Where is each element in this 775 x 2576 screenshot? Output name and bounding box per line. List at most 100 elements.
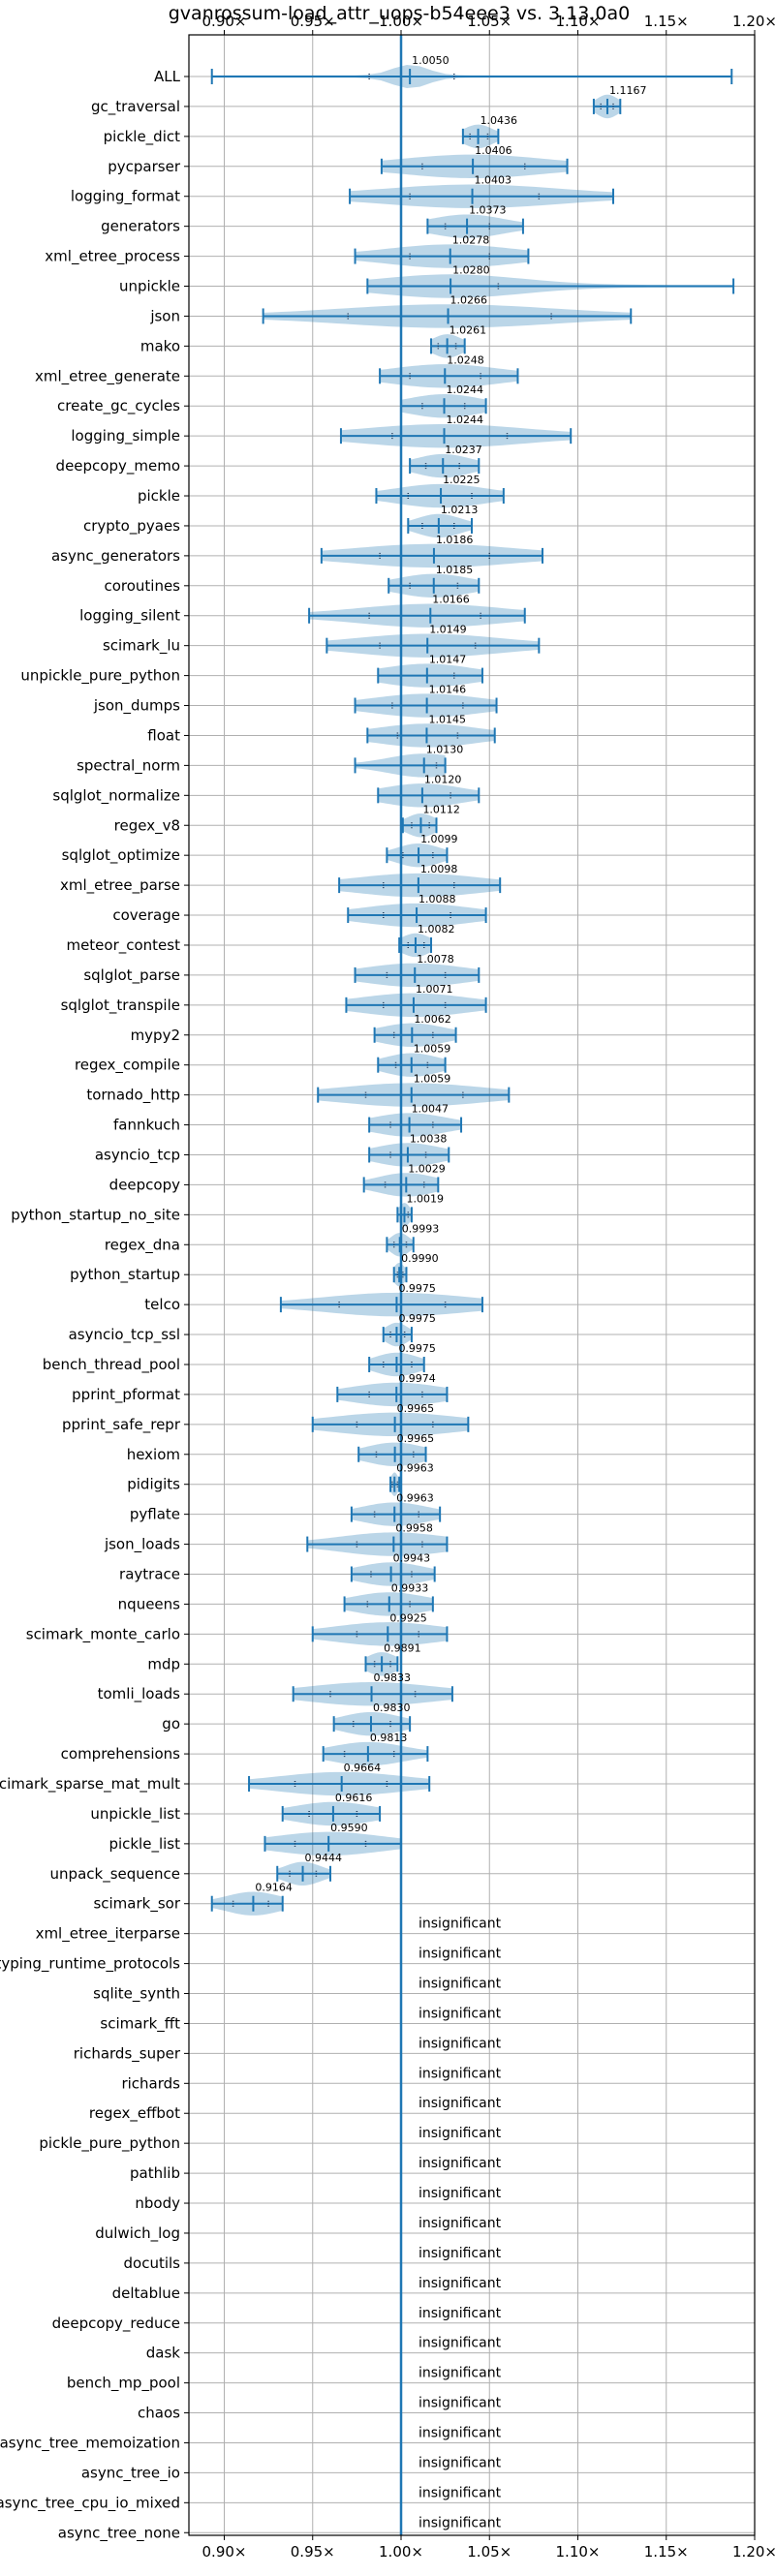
median-value-label: 0.9933 (391, 1581, 429, 1594)
benchmark-label: asyncio_tcp_ssl (69, 1326, 180, 1344)
benchmark-label: pathlib (130, 2164, 180, 2182)
median-value-label: 0.9943 (393, 1552, 431, 1565)
benchmark-label: json_dumps (93, 697, 180, 716)
benchmark-label: fannkuch (113, 1117, 180, 1134)
benchmark-label: pidigits (127, 1476, 180, 1493)
median-value-label: 0.9925 (389, 1611, 427, 1624)
median-value-label: 1.0099 (420, 833, 458, 845)
benchmark-label: unpickle_list (90, 1805, 180, 1824)
median-value-label: 0.9590 (330, 1822, 368, 1834)
benchmark-label: regex_compile (75, 1057, 180, 1075)
median-value-label: 0.9965 (397, 1432, 435, 1445)
insignificant-label: insignificant (418, 2396, 502, 2411)
x-tick-label-top: 0.95× (291, 13, 335, 30)
benchmark-label: deepcopy_reduce (52, 2315, 180, 2333)
median-value-label: 0.9975 (398, 1342, 436, 1355)
median-value-label: 1.0225 (443, 474, 480, 486)
x-tick-label-bottom: 1.15× (644, 2543, 689, 2561)
median-value-label: 1.0266 (450, 293, 488, 306)
benchmark-label: chaos (138, 2405, 180, 2422)
median-value-label: 1.0237 (445, 444, 482, 456)
benchmark-label: pprint_pformat (72, 1386, 180, 1404)
benchmark-label: sqlglot_transpile (61, 997, 180, 1015)
median-value-label: 0.9963 (396, 1462, 434, 1475)
x-tick-label-top: 0.90× (202, 13, 247, 30)
median-value-label: 0.9830 (373, 1702, 411, 1714)
benchmark-label: json_loads (104, 1536, 180, 1554)
median-value-label: 1.0186 (436, 534, 474, 546)
median-value-label: 0.9164 (255, 1882, 293, 1894)
median-value-label: 0.9813 (370, 1732, 408, 1744)
median-value-label: 0.9891 (384, 1641, 421, 1654)
marks-layer (210, 35, 735, 2535)
benchmark-label: generators (101, 218, 180, 235)
benchmark-label: scimark_sor (93, 1895, 180, 1914)
median-value-label: 1.0120 (424, 773, 462, 785)
benchmark-label: async_tree_cpu_io_mixed (0, 2494, 180, 2512)
benchmark-label: float (147, 726, 180, 744)
median-value-label: 0.9965 (397, 1402, 435, 1415)
median-value-label: 0.9963 (396, 1492, 434, 1505)
chart-title: gvanrossum-load_attr_uops-b54eee3 vs. 3.… (169, 3, 630, 24)
median-value-label: 1.0244 (447, 383, 484, 396)
median-value-label: 1.0078 (417, 953, 454, 966)
benchmark-label: dulwich_log (95, 2224, 180, 2243)
x-tick-label-top: 1.00× (379, 13, 423, 30)
benchmark-label: unpickle (119, 278, 180, 295)
benchmark-label: regex_effbot (89, 2104, 180, 2123)
benchmark-label: pickle (138, 487, 180, 505)
benchmark-label: logging_silent (79, 607, 180, 626)
median-value-label: 1.0436 (480, 114, 518, 127)
benchmark-label: scimark_sparse_mat_mult (0, 1775, 180, 1794)
x-tick-label-bottom: 1.20× (732, 2543, 775, 2561)
benchmark-label: asyncio_tcp (95, 1146, 180, 1164)
median-value-label: 1.0166 (432, 594, 470, 606)
median-value-label: 1.0059 (414, 1073, 451, 1086)
median-value-label: 1.0146 (429, 684, 467, 696)
median-value-label: 1.0130 (426, 743, 464, 755)
median-value-label: 1.0261 (450, 323, 487, 336)
median-value-label: 1.0062 (414, 1013, 451, 1026)
median-value-label: 1.0278 (452, 234, 490, 247)
median-value-label: 0.9993 (402, 1222, 440, 1235)
median-value-label: 1.0213 (441, 504, 479, 516)
benchmark-label: xml_etree_process (45, 248, 180, 266)
median-value-label: 1.0403 (475, 174, 512, 187)
insignificant-label: insignificant (418, 1917, 502, 1932)
median-value-label: 1.0082 (418, 923, 455, 935)
insignificant-label: insignificant (418, 2216, 502, 2231)
benchmark-label: tomli_loads (98, 1685, 181, 1703)
benchmark-label: regex_v8 (114, 816, 180, 835)
median-value-label: 0.9975 (398, 1312, 436, 1325)
benchmark-label: deepcopy (109, 1176, 180, 1193)
benchmark-label: dask (146, 2345, 181, 2362)
benchmark-label: tornado_http (86, 1087, 180, 1105)
benchmark-label: telco (144, 1296, 180, 1313)
median-value-label: 0.9444 (305, 1852, 343, 1864)
benchmark-label: deepcopy_memo (56, 457, 180, 475)
benchmark-label: mako (140, 337, 180, 354)
median-value-label: 1.0373 (469, 204, 507, 217)
benchmark-label: nbody (135, 2194, 180, 2212)
x-tick-label-bottom: 0.90× (202, 2543, 247, 2561)
benchmark-label: sqlglot_optimize (62, 846, 180, 865)
x-tick-label-top: 1.10× (556, 13, 601, 30)
insignificant-label: insignificant (418, 1947, 502, 1962)
benchmark-label: bench_thread_pool (43, 1356, 180, 1374)
insignificant-label: insignificant (418, 2096, 502, 2111)
median-value-label: 1.0280 (452, 264, 490, 277)
insignificant-label: insignificant (418, 2006, 502, 2021)
insignificant-label: insignificant (418, 2066, 502, 2081)
benchmark-label: xml_etree_parse (60, 876, 180, 895)
benchmark-label: coverage (112, 906, 180, 924)
median-value-label: 1.0406 (475, 144, 512, 157)
benchmark-label: pickle_dict (104, 128, 180, 146)
benchmark-label: typing_runtime_protocols (0, 1955, 180, 1974)
benchmark-label: coroutines (104, 577, 180, 595)
insignificant-label: insignificant (418, 2515, 502, 2530)
benchmark-label: crypto_pyaes (83, 517, 180, 536)
benchmark-label: raytrace (119, 1566, 180, 1583)
benchmark-label: logging_format (71, 188, 180, 206)
median-value-label: 1.0047 (412, 1103, 450, 1116)
benchmark-label: python_startup (70, 1266, 180, 1284)
